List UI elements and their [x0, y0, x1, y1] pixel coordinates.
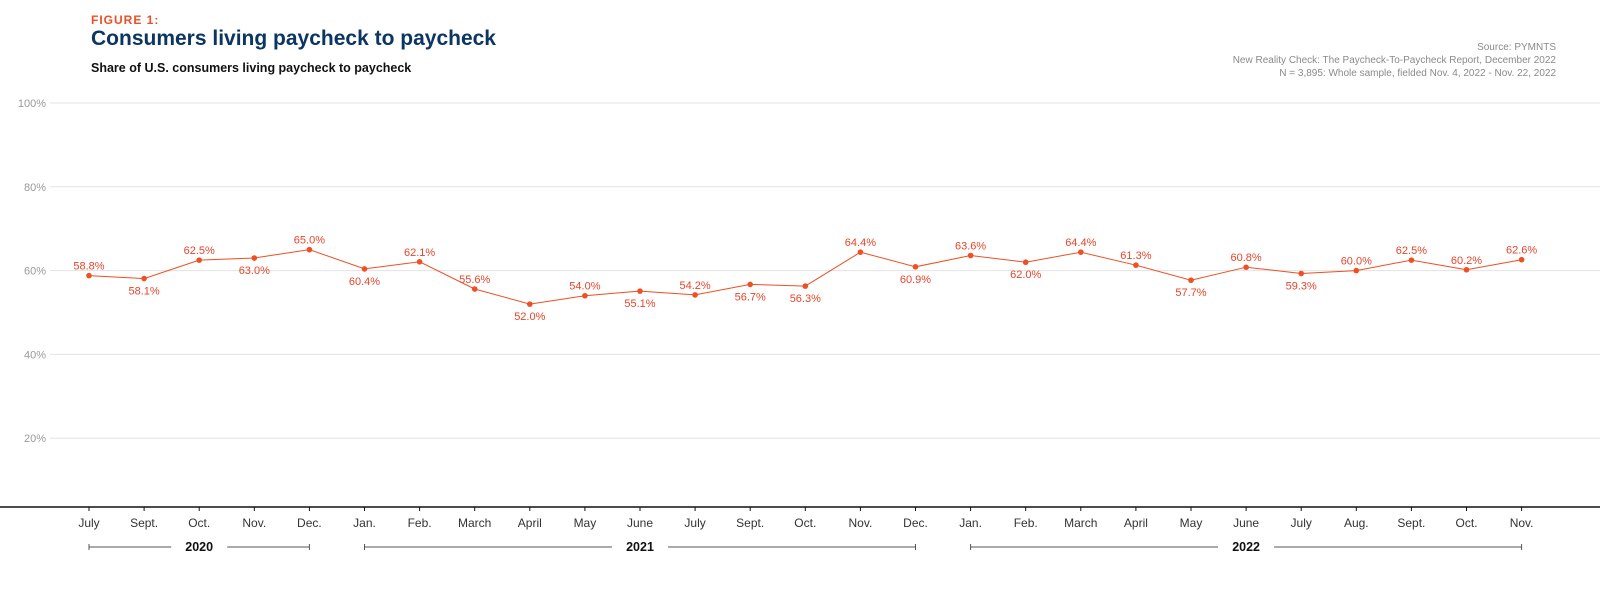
x-tick-label: May	[1180, 516, 1203, 530]
x-tick-label: June	[1233, 516, 1259, 530]
data-point	[1463, 266, 1470, 273]
x-tick-label: June	[627, 516, 653, 530]
data-label: 62.5%	[1396, 245, 1427, 257]
source-line: New Reality Check: The Paycheck-To-Paych…	[1232, 55, 1556, 66]
data-point	[1298, 270, 1304, 277]
data-label: 60.0%	[1341, 256, 1372, 268]
chart-title: Consumers living paycheck to paycheck	[91, 27, 496, 50]
x-tick-label: May	[574, 516, 597, 530]
data-point	[582, 292, 588, 299]
data-point	[802, 283, 809, 289]
data-point	[692, 292, 698, 298]
data-label: 60.2%	[1451, 255, 1482, 267]
x-tick-label: Dec.	[297, 516, 322, 530]
chart-subtitle: Share of U.S. consumers living paycheck …	[91, 61, 412, 75]
x-tick-label: Nov.	[849, 516, 873, 530]
data-point	[637, 288, 643, 294]
data-point	[747, 281, 753, 288]
data-point	[251, 255, 258, 261]
x-tick-label: Sept.	[130, 516, 158, 530]
year-label: 2020	[185, 540, 213, 554]
x-tick-label: Aug.	[1344, 516, 1369, 530]
x-tick-label: July	[684, 516, 705, 530]
data-label: 56.3%	[790, 293, 821, 305]
data-label: 65.0%	[294, 235, 325, 247]
source-line: N = 3,895: Whole sample, fielded Nov. 4,…	[1279, 68, 1556, 79]
data-point	[912, 264, 919, 270]
x-tick-label: Jan.	[353, 516, 376, 530]
data-label: 64.4%	[845, 237, 876, 249]
data-label: 62.6%	[1506, 245, 1537, 257]
data-point	[1022, 259, 1029, 266]
data-point	[361, 266, 368, 272]
data-label: 58.1%	[128, 286, 159, 298]
data-label: 63.6%	[955, 241, 986, 253]
x-tick-label: Jan.	[959, 516, 982, 530]
data-point	[1353, 267, 1360, 274]
data-label: 56.7%	[735, 291, 766, 303]
data-label: 59.3%	[1286, 281, 1317, 293]
x-tick-label: Oct.	[794, 516, 816, 530]
data-label: 55.6%	[459, 274, 490, 286]
y-tick-label: 80%	[24, 182, 46, 194]
data-label: 62.0%	[1010, 269, 1041, 281]
data-point	[1133, 262, 1139, 268]
data-label: 60.8%	[1230, 252, 1261, 264]
data-label: 58.8%	[73, 261, 104, 273]
year-label: 2021	[626, 540, 654, 554]
data-label: 62.1%	[404, 247, 435, 259]
data-point	[471, 286, 478, 292]
data-label: 61.3%	[1120, 250, 1151, 262]
x-tick-label: Oct.	[188, 516, 210, 530]
y-tick-label: 40%	[24, 349, 46, 361]
data-point	[1408, 257, 1415, 263]
data-point	[1188, 277, 1194, 284]
x-tick-label: Nov.	[242, 516, 266, 530]
data-point	[416, 259, 423, 265]
x-tick-label: Nov.	[1510, 516, 1534, 530]
data-point	[1078, 249, 1084, 255]
data-point	[967, 252, 974, 259]
figure-label: FIGURE 1:	[91, 13, 160, 27]
x-tick-label: Feb.	[1014, 516, 1038, 530]
data-point	[527, 301, 533, 307]
data-label: 52.0%	[514, 311, 545, 323]
data-point	[857, 249, 864, 255]
data-point	[1518, 256, 1525, 263]
x-tick-label: April	[518, 516, 542, 530]
x-tick-label: July	[78, 516, 99, 530]
data-point	[196, 257, 202, 263]
data-label: 57.7%	[1175, 287, 1206, 299]
y-tick-label: 20%	[24, 433, 46, 445]
x-tick-label: Feb.	[408, 516, 432, 530]
data-point	[86, 272, 92, 279]
x-tick-label: Sept.	[1397, 516, 1425, 530]
y-tick-label: 100%	[18, 98, 46, 110]
data-label: 55.1%	[624, 298, 655, 310]
data-point	[1243, 264, 1249, 271]
data-label: 64.4%	[1065, 237, 1096, 249]
x-tick-label: Dec.	[903, 516, 928, 530]
data-label: 62.5%	[184, 245, 215, 257]
data-point	[306, 246, 313, 253]
x-tick-label: Oct.	[1455, 516, 1477, 530]
x-tick-label: March	[458, 516, 491, 530]
x-tick-label: Sept.	[736, 516, 764, 530]
year-label: 2022	[1232, 540, 1260, 554]
data-point	[141, 275, 147, 282]
y-tick-label: 60%	[24, 266, 46, 278]
data-label: 63.0%	[239, 265, 270, 277]
x-tick-label: March	[1064, 516, 1097, 530]
data-label: 60.4%	[349, 276, 380, 288]
x-tick-label: April	[1124, 516, 1148, 530]
source-note: Source: PYMNTS New Reality Check: The Pa…	[1233, 41, 1556, 80]
data-label: 54.2%	[679, 280, 710, 292]
data-label: 60.9%	[900, 274, 931, 286]
data-label: 54.0%	[569, 281, 600, 293]
x-tick-label: July	[1291, 516, 1312, 530]
source-line: Source: PYMNTS	[1477, 42, 1556, 53]
